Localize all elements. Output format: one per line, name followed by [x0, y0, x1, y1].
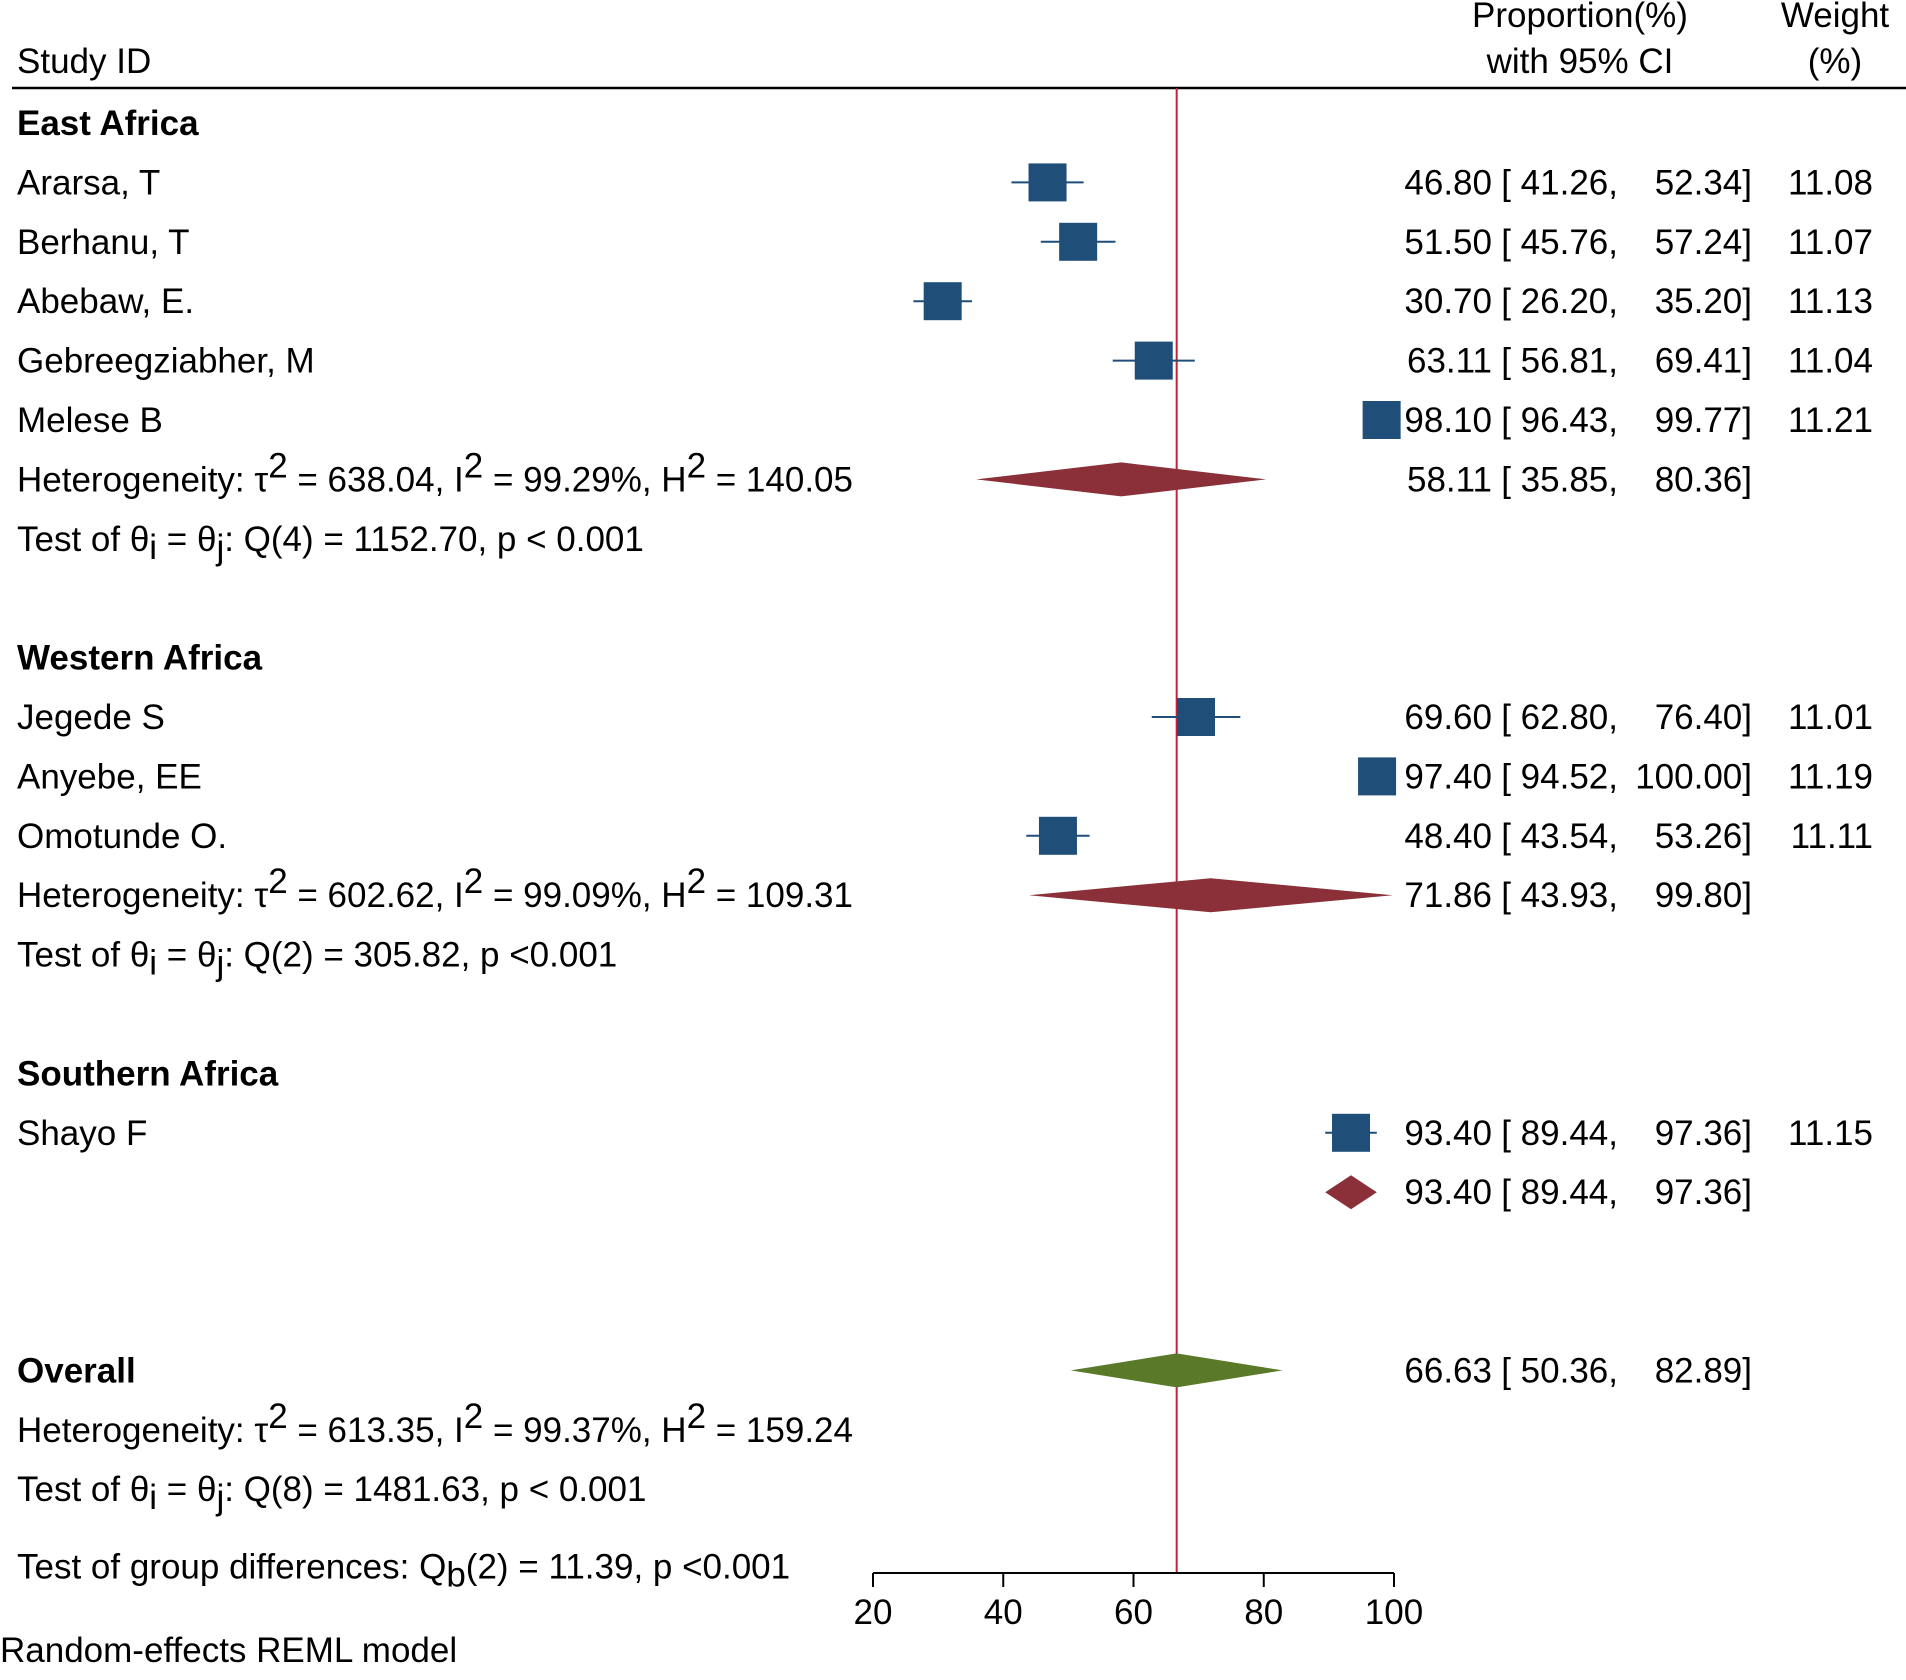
x-axis-tick-label: 80 — [1244, 1593, 1283, 1632]
row-11-weight: 11.19 — [1788, 757, 1873, 796]
group-difference-test-label: Test of group differences: Qb(2) = 11.39… — [17, 1548, 790, 1595]
row-3-ci-upper: 35.20] — [1655, 282, 1752, 321]
row-1-ci-upper: 52.34] — [1655, 163, 1752, 202]
homogeneity-test-label: Test of θi = θj: Q(8) = 1481.63, p < 0.0… — [17, 1470, 646, 1517]
overall-label: Overall — [17, 1351, 136, 1390]
row-6-estimate: 58.11 — [1407, 460, 1492, 499]
row-10-ci-upper: 76.40] — [1655, 698, 1752, 737]
row-10-weight: 11.01 — [1788, 698, 1873, 737]
header-proportion: Proportion(%) — [1472, 0, 1688, 35]
row-13-ci-upper: 99.80] — [1655, 876, 1752, 915]
row-13-ci-lower: [ 43.93, — [1501, 876, 1618, 915]
overall-diamond — [1070, 1353, 1283, 1388]
row-13-estimate: 71.86 — [1404, 876, 1492, 915]
study-marker — [1358, 757, 1397, 796]
study-marker — [923, 282, 962, 321]
homogeneity-test-label: Test of θi = θj: Q(2) = 305.82, p <0.001 — [17, 936, 617, 983]
row-5-weight: 11.21 — [1788, 401, 1873, 440]
study-label: Abebaw, E. — [17, 282, 194, 321]
row-21-ci-lower: [ 50.36, — [1501, 1351, 1618, 1390]
row-21-estimate: 66.63 — [1404, 1351, 1492, 1390]
header-ci: with 95% CI — [1486, 42, 1674, 81]
row-18-estimate: 93.40 — [1404, 1173, 1492, 1212]
row-3-estimate: 30.70 — [1404, 282, 1492, 321]
row-12-weight: 11.11 — [1791, 817, 1873, 856]
study-label: Gebreegziabher, M — [17, 342, 315, 381]
study-marker — [1059, 222, 1098, 261]
row-2-ci-lower: [ 45.76, — [1501, 223, 1618, 262]
row-18-ci-upper: 97.36] — [1655, 1173, 1752, 1212]
row-12-ci-upper: 53.26] — [1655, 817, 1752, 856]
row-3-weight: 11.13 — [1788, 282, 1873, 321]
row-11-ci-lower: [ 94.52, — [1501, 757, 1618, 796]
group-label: Southern Africa — [17, 1054, 279, 1093]
study-label: Ararsa, T — [17, 163, 160, 202]
group-label: Western Africa — [17, 639, 263, 678]
study-marker — [1028, 163, 1067, 202]
study-label: Melese B — [17, 401, 163, 440]
row-5-estimate: 98.10 — [1404, 401, 1492, 440]
heterogeneity-label: Heterogeneity: τ2 = 602.62, I2 = 99.09%,… — [17, 862, 853, 915]
row-4-estimate: 63.11 — [1407, 342, 1492, 381]
row-21-ci-upper: 82.89] — [1655, 1351, 1752, 1390]
row-10-estimate: 69.60 — [1404, 698, 1492, 737]
row-2-weight: 11.07 — [1788, 223, 1873, 262]
row-11-estimate: 97.40 — [1404, 757, 1492, 796]
header-study-id: Study ID — [17, 42, 151, 81]
study-label: Omotunde O. — [17, 817, 227, 856]
overall-heterogeneity-label: Heterogeneity: τ2 = 613.35, I2 = 99.37%,… — [17, 1397, 853, 1450]
header-weight-unit: (%) — [1808, 42, 1862, 81]
row-4-ci-lower: [ 56.81, — [1501, 342, 1618, 381]
subgroup-diamond — [1325, 1175, 1377, 1210]
row-6-ci-lower: [ 35.85, — [1501, 460, 1618, 499]
row-5-ci-upper: 99.77] — [1655, 401, 1752, 440]
row-5-ci-lower: [ 96.43, — [1501, 401, 1618, 440]
row-4-ci-upper: 69.41] — [1655, 342, 1752, 381]
row-17-ci-lower: [ 89.44, — [1501, 1114, 1618, 1153]
study-marker — [1038, 816, 1077, 855]
row-1-weight: 11.08 — [1788, 163, 1873, 202]
row-2-ci-upper: 57.24] — [1655, 223, 1752, 262]
x-axis-tick-label: 20 — [854, 1593, 893, 1632]
study-label: Jegede S — [17, 698, 165, 737]
row-6-ci-upper: 80.36] — [1655, 460, 1752, 499]
study-marker — [1134, 341, 1173, 380]
study-label: Anyebe, EE — [17, 757, 202, 796]
row-1-ci-lower: [ 41.26, — [1501, 163, 1618, 202]
row-4-weight: 11.04 — [1788, 342, 1873, 381]
row-17-weight: 11.15 — [1788, 1114, 1873, 1153]
study-marker — [1362, 401, 1401, 439]
model-footnote: Random-effects REML model — [0, 1631, 457, 1670]
row-12-ci-lower: [ 43.54, — [1501, 817, 1618, 856]
row-17-estimate: 93.40 — [1404, 1114, 1492, 1153]
row-3-ci-lower: [ 26.20, — [1501, 282, 1618, 321]
row-17-ci-upper: 97.36] — [1655, 1114, 1752, 1153]
study-marker — [1332, 1113, 1371, 1152]
group-label: East Africa — [17, 104, 199, 143]
row-11-ci-upper: 100.00] — [1635, 757, 1752, 796]
row-10-ci-lower: [ 62.80, — [1501, 698, 1618, 737]
row-1-estimate: 46.80 — [1404, 163, 1492, 202]
x-axis-tick-label: 60 — [1114, 1593, 1153, 1632]
homogeneity-test-label: Test of θi = θj: Q(4) = 1152.70, p < 0.0… — [17, 520, 644, 567]
study-marker — [1177, 698, 1216, 736]
subgroup-diamond — [1028, 878, 1393, 913]
x-axis-tick-label: 40 — [984, 1593, 1023, 1632]
row-2-estimate: 51.50 — [1404, 223, 1492, 262]
subgroup-diamond — [976, 462, 1267, 497]
heterogeneity-label: Heterogeneity: τ2 = 638.04, I2 = 99.29%,… — [17, 446, 853, 499]
study-label: Shayo F — [17, 1114, 147, 1153]
row-18-ci-lower: [ 89.44, — [1501, 1173, 1618, 1212]
study-label: Berhanu, T — [17, 223, 190, 262]
row-12-estimate: 48.40 — [1404, 817, 1492, 856]
header-weight: Weight — [1781, 0, 1890, 35]
x-axis-tick-label: 100 — [1365, 1593, 1423, 1632]
